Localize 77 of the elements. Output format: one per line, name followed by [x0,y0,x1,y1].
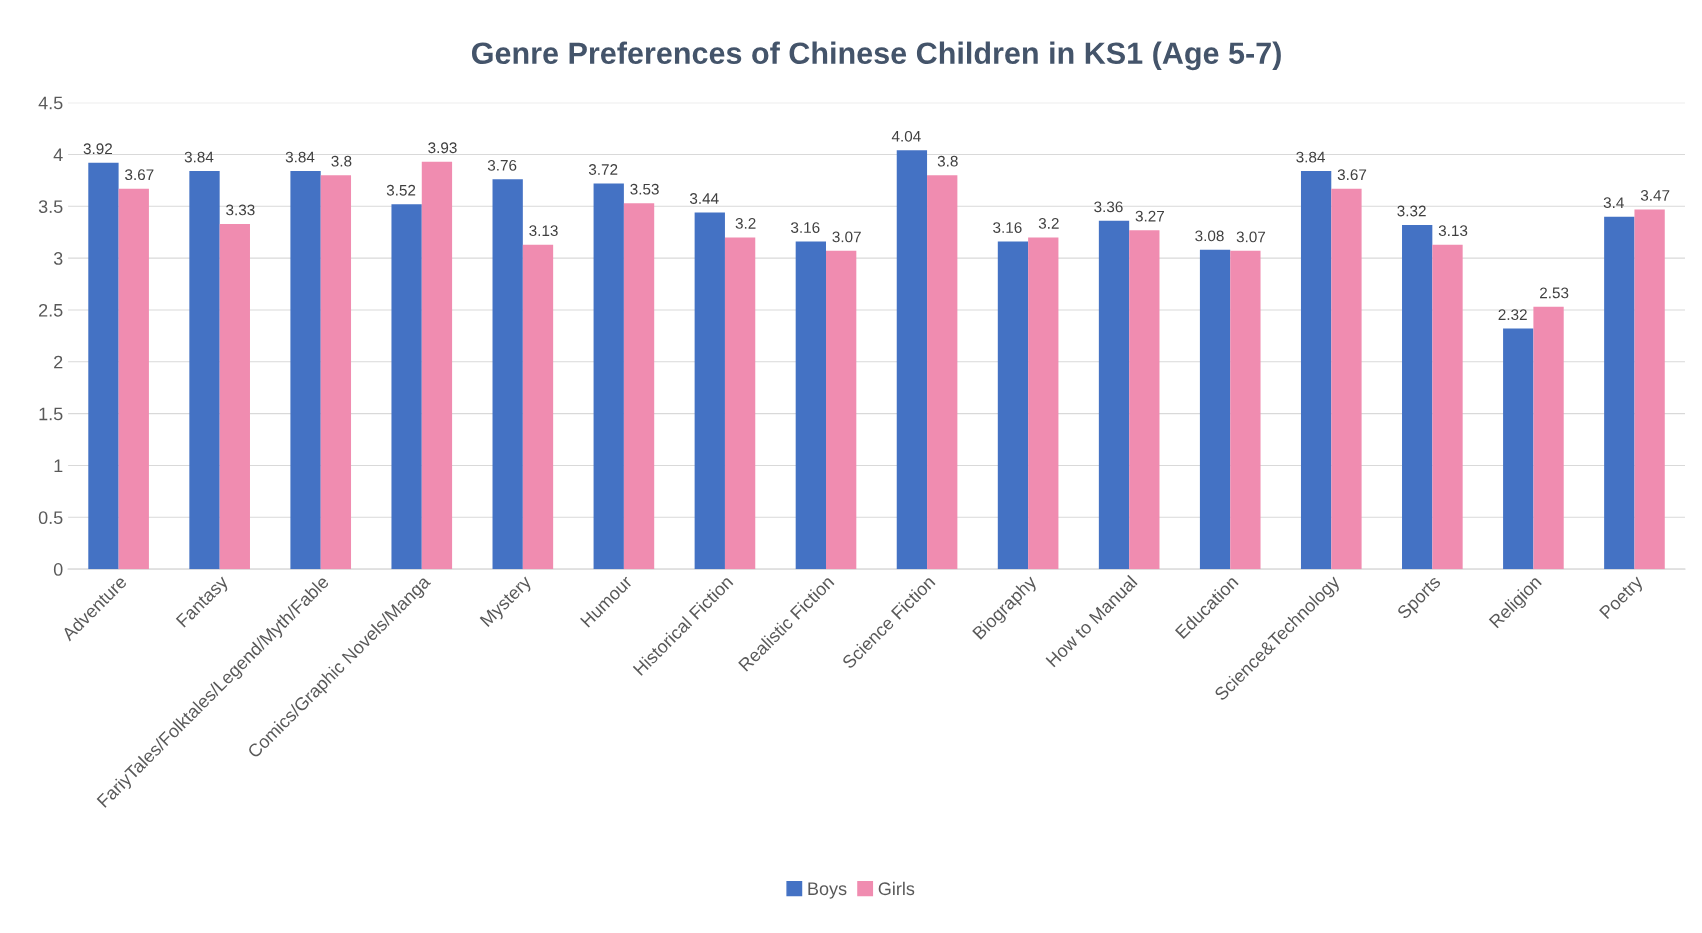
y-tick-label: 1 [54,459,63,473]
bar [492,179,523,570]
data-label: 3.8 [331,155,352,167]
bar [290,171,321,570]
data-label: 3.13 [1438,225,1468,237]
data-label: 3.47 [1640,190,1670,201]
bar [927,175,958,570]
data-label: 3.92 [83,143,112,155]
bar [189,171,220,570]
bar [118,188,149,570]
data-label: 3.36 [1094,201,1123,213]
bar [1028,237,1059,570]
data-label: 4.04 [891,130,921,142]
data-label: 3.16 [993,222,1022,233]
bar [593,183,624,570]
bar [88,162,119,570]
data-label: 3.72 [588,164,618,175]
bar [1402,224,1433,570]
data-label: 3.84 [285,151,315,163]
data-label: 3.13 [529,225,558,237]
y-tick-label: 4.5 [38,96,63,110]
y-tick-label: 3 [53,252,63,265]
data-label: 3.2 [1038,218,1059,229]
data-label: 3.33 [226,204,255,216]
bar [1331,188,1362,570]
data-label: 3.4 [1603,197,1624,209]
bar [219,223,250,570]
bar [795,241,826,570]
bar [1604,216,1635,570]
chart-title: Genre Preferences of Chinese Children in KS1 (Age 5-7) [471,41,1281,71]
data-label: 3.84 [1296,151,1325,163]
bar [1098,220,1130,570]
data-label: 3.76 [487,159,517,171]
bar [522,244,554,570]
bar [1634,209,1665,570]
legend-label: Girls [878,881,915,896]
data-label: 3.67 [1337,169,1367,181]
data-label: 3.53 [630,183,659,195]
data-label: 3.16 [791,222,820,233]
data-label: 3.52 [386,184,416,196]
y-tick-label: 0 [53,563,63,576]
data-label: 3.2 [735,218,756,229]
bar [1432,244,1463,570]
y-tick-label: 2 [54,355,63,369]
bar [1199,249,1231,570]
bar [391,204,422,570]
data-label: 2.53 [1540,287,1569,299]
data-label: 3.8 [937,155,958,167]
bar [694,212,725,570]
data-label: 3.08 [1195,230,1224,242]
y-tick-label: 1.5 [39,407,63,421]
data-label: 3.32 [1397,205,1426,217]
bar [1503,328,1534,570]
y-tick-label: 4 [53,148,63,162]
bar [1300,171,1332,570]
data-label: 3.07 [832,231,861,243]
bar [623,203,655,570]
bar [1533,306,1564,570]
data-label: 3.84 [184,151,214,163]
legend-label: Boys [808,882,847,899]
bar [896,150,928,570]
y-tick-label: 0.5 [38,511,63,525]
bar [320,175,352,570]
data-label: 3.27 [1135,210,1164,222]
data-label: 3.93 [428,142,457,154]
data-label: 2.32 [1498,309,1527,321]
bar [1230,250,1261,570]
y-tick-label: 3.5 [38,200,63,214]
bar [421,161,453,570]
bar [724,237,756,570]
bar [1129,230,1160,570]
data-label: 3.44 [689,193,719,204]
bar [826,250,857,570]
y-tick-label: 2.5 [39,303,63,317]
bar [997,241,1029,570]
data-label: 3.67 [125,169,154,181]
data-label: 3.07 [1236,231,1266,243]
